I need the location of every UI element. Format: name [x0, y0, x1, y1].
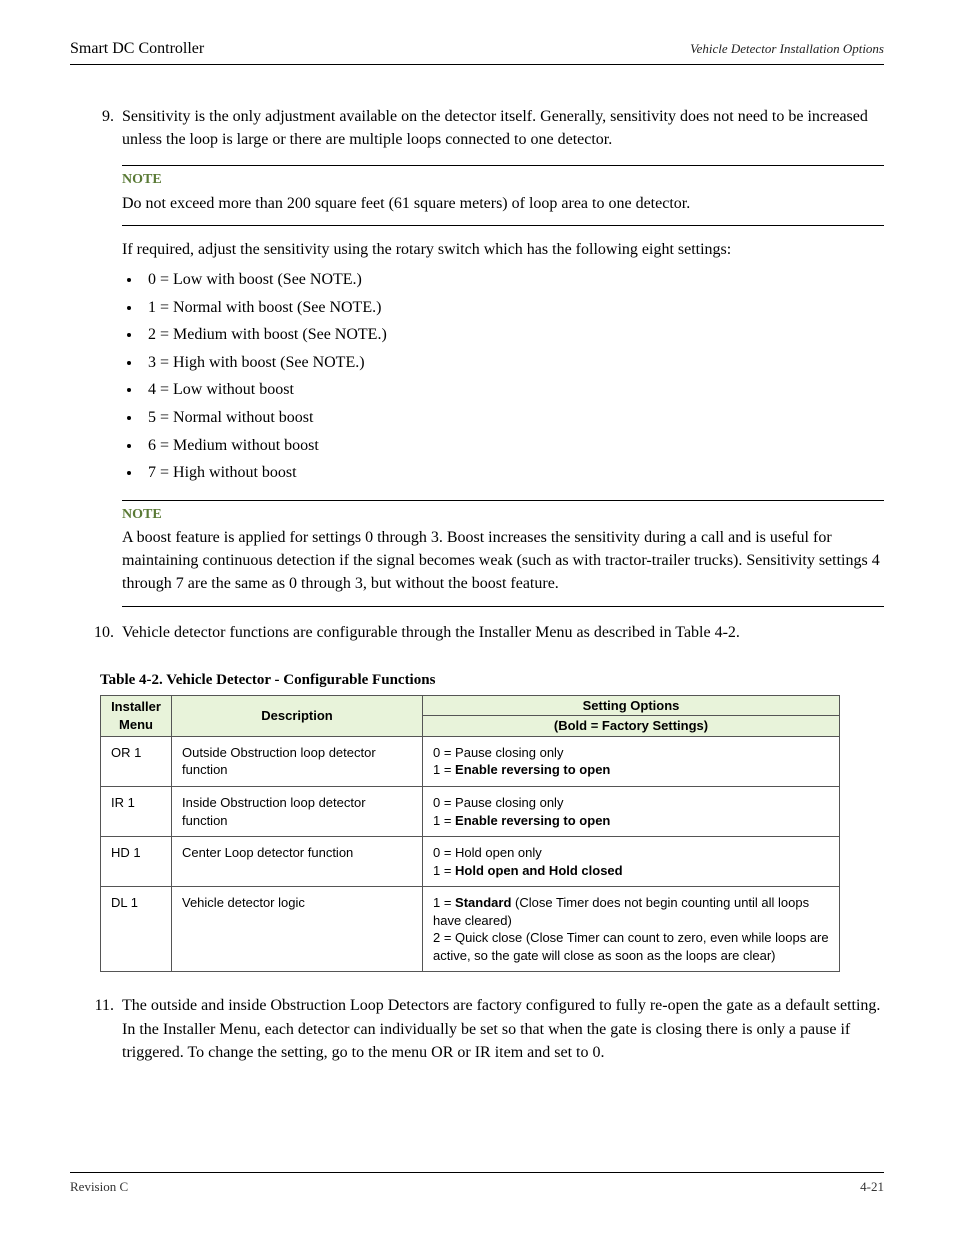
- setting-line: 0 = Hold open only: [433, 844, 829, 862]
- header-right-text: Vehicle Detector Installation Options: [690, 41, 884, 57]
- page-container: Smart DC Controller Vehicle Detector Ins…: [0, 0, 954, 1235]
- item9-body-text: Sensitivity is the only adjustment avail…: [122, 108, 868, 148]
- cell-settings: 1 = Standard (Close Timer does not begin…: [423, 887, 840, 972]
- table-row: HD 1 Center Loop detector function 0 = H…: [101, 837, 840, 887]
- cell-menu-code: HD 1: [101, 837, 172, 887]
- bullet-item: 1 = Normal with boost (See NOTE.): [142, 295, 884, 321]
- bullet-item: 5 = Normal without boost: [142, 405, 884, 431]
- table-row: IR 1 Inside Obstruction loop detector fu…: [101, 787, 840, 837]
- bullet-item: 0 = Low with boost (See NOTE.): [142, 267, 884, 293]
- cell-description: Center Loop detector function: [172, 837, 423, 887]
- th-installer-menu: Installer Menu: [101, 695, 172, 736]
- th-settings-top: Setting Options: [423, 695, 840, 716]
- table-row: DL 1 Vehicle detector logic 1 = Standard…: [101, 887, 840, 972]
- th-text: Installer: [102, 698, 170, 716]
- list-item-9: Sensitivity is the only adjustment avail…: [118, 105, 884, 607]
- bullet-item: 7 = High without boost: [142, 460, 884, 486]
- setting-line: 1 = Enable reversing to open: [433, 761, 829, 779]
- cell-description: Outside Obstruction loop detector functi…: [172, 736, 423, 786]
- bullet-item: 2 = Medium with boost (See NOTE.): [142, 322, 884, 348]
- note-1-body: Do not exceed more than 200 square feet …: [122, 192, 884, 215]
- note-box-2: NOTE A boost feature is applied for sett…: [122, 500, 884, 607]
- setting-line: 1 = Standard (Close Timer does not begin…: [433, 894, 829, 929]
- header-left-text: Smart DC Controller: [70, 40, 204, 58]
- table-row: OR 1 Outside Obstruction loop detector f…: [101, 736, 840, 786]
- th-description: Description: [172, 695, 423, 736]
- ordered-list-cont: The outside and inside Obstruction Loop …: [70, 994, 884, 1064]
- bullet-item: 3 = High with boost (See NOTE.): [142, 350, 884, 376]
- sensitivity-settings-list: 0 = Low with boost (See NOTE.) 1 = Norma…: [122, 267, 884, 486]
- th-settings-bottom: (Bold = Factory Settings): [423, 716, 840, 737]
- setting-line: 1 = Enable reversing to open: [433, 812, 829, 830]
- cell-menu-code: OR 1: [101, 736, 172, 786]
- setting-line: 0 = Pause closing only: [433, 794, 829, 812]
- cell-settings: 0 = Pause closing only 1 = Enable revers…: [423, 736, 840, 786]
- note-2-body: A boost feature is applied for settings …: [122, 526, 884, 596]
- item9-subparagraph: If required, adjust the sensitivity usin…: [122, 238, 884, 261]
- cell-description: Vehicle detector logic: [172, 887, 423, 972]
- bullet-item: 6 = Medium without boost: [142, 433, 884, 459]
- note-2-heading: NOTE: [122, 505, 204, 528]
- footer-left-text: Revision C: [70, 1179, 128, 1195]
- config-table: Installer Menu Description Setting Optio…: [100, 695, 840, 973]
- cell-settings: 0 = Pause closing only 1 = Enable revers…: [423, 787, 840, 837]
- table-caption: Table 4-2. Vehicle Detector - Configurab…: [100, 672, 884, 689]
- cell-menu-code: IR 1: [101, 787, 172, 837]
- th-text: Menu: [102, 716, 170, 734]
- setting-line: 0 = Pause closing only: [433, 744, 829, 762]
- ordered-list: Sensitivity is the only adjustment avail…: [70, 105, 884, 644]
- cell-settings: 0 = Hold open only 1 = Hold open and Hol…: [423, 837, 840, 887]
- header-bar: Smart DC Controller Vehicle Detector Ins…: [70, 40, 884, 65]
- list-item-11: The outside and inside Obstruction Loop …: [118, 994, 884, 1064]
- footer-right-text: 4-21: [860, 1179, 884, 1195]
- list-item-10: Vehicle detector functions are configura…: [118, 621, 884, 644]
- setting-line: 2 = Quick close (Close Timer can count t…: [433, 929, 829, 964]
- setting-line: 1 = Hold open and Hold closed: [433, 862, 829, 880]
- cell-menu-code: DL 1: [101, 887, 172, 972]
- note-1-heading: NOTE: [122, 170, 204, 193]
- cell-description: Inside Obstruction loop detector functio…: [172, 787, 423, 837]
- footer-bar: Revision C 4-21: [70, 1172, 884, 1195]
- item10-body-text: Vehicle detector functions are configura…: [122, 624, 740, 641]
- item11-body-text: The outside and inside Obstruction Loop …: [122, 997, 880, 1060]
- bullet-item: 4 = Low without boost: [142, 377, 884, 403]
- note-box-1: NOTE Do not exceed more than 200 square …: [122, 165, 884, 225]
